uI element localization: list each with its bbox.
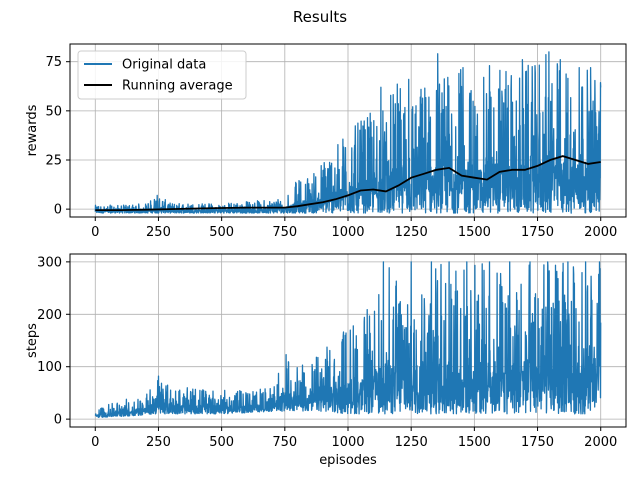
steps-plot: 0 250 500 750 1000 1250 1500 1750 2000 0 100 200 300… bbox=[25, 253, 627, 468]
x-tick-label: 1000 bbox=[331, 225, 364, 240]
x-tick-label: 1750 bbox=[521, 225, 554, 240]
y-tick-label: 0 bbox=[54, 413, 62, 428]
x-tick-label: 250 bbox=[146, 225, 171, 240]
x-axis-label: episodes bbox=[319, 453, 377, 468]
rewards-plot: 0 250 500 750 1000 1250 1500 1750 2000 0 25 50 75 rew… bbox=[25, 43, 627, 240]
x-tick-label: 1750 bbox=[521, 435, 554, 450]
x-tick-label: 500 bbox=[209, 435, 234, 450]
x-tick-label: 1250 bbox=[395, 435, 428, 450]
y-tick-label: 75 bbox=[45, 55, 62, 70]
y-tick-label: 50 bbox=[45, 104, 62, 119]
x-tick-label: 250 bbox=[146, 435, 171, 450]
x-tick-label: 2000 bbox=[584, 225, 617, 240]
figure-title: Results bbox=[293, 8, 347, 26]
legend: Original data Running average bbox=[77, 50, 247, 100]
y-tick-label: 200 bbox=[37, 308, 62, 323]
y-tick-label: 25 bbox=[45, 153, 62, 168]
y-tick-label: 0 bbox=[54, 203, 62, 218]
original-data-line bbox=[94, 51, 602, 214]
x-tick-label: 0 bbox=[91, 435, 99, 450]
x-tick-label: 0 bbox=[91, 225, 99, 240]
legend-box bbox=[77, 50, 247, 100]
running-average-line bbox=[95, 155, 601, 211]
x-tick-label: 2000 bbox=[584, 435, 617, 450]
original-data-line bbox=[94, 261, 602, 418]
x-tick-label: 750 bbox=[272, 435, 297, 450]
y-axis-label: rewards bbox=[25, 104, 40, 156]
x-tick-label: 1250 bbox=[395, 225, 428, 240]
y-tick-label: 100 bbox=[37, 360, 62, 375]
legend-label: Original data bbox=[122, 58, 206, 73]
x-tick-label: 750 bbox=[272, 225, 297, 240]
x-tick-label: 1500 bbox=[458, 435, 491, 450]
y-axis-label: steps bbox=[25, 323, 40, 358]
x-tick-label: 1500 bbox=[458, 225, 491, 240]
y-tick-label: 300 bbox=[37, 255, 62, 270]
x-tick-label: 500 bbox=[209, 225, 234, 240]
legend-label: Running average bbox=[122, 79, 233, 94]
x-tick-label: 1000 bbox=[331, 435, 364, 450]
